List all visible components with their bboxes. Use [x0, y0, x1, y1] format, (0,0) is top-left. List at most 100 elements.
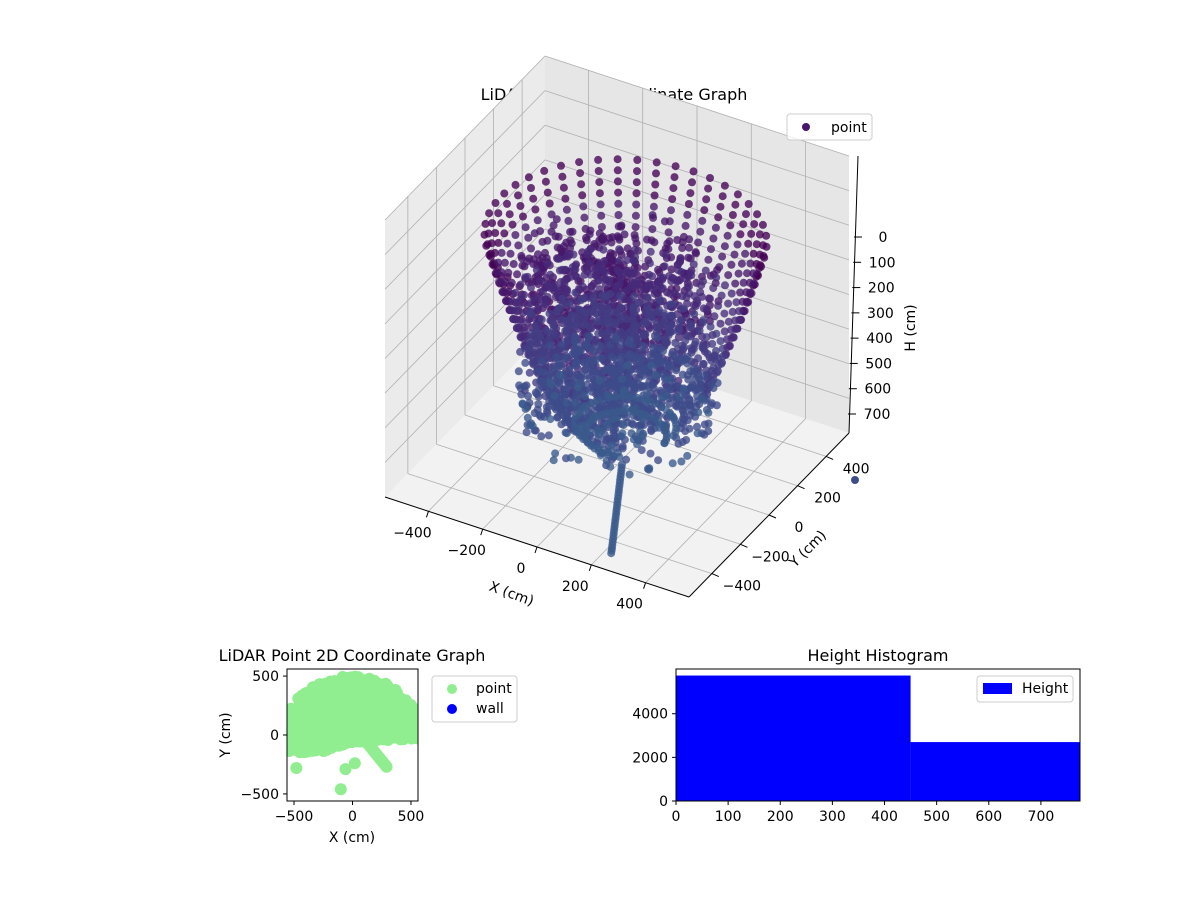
data-point — [618, 444, 627, 453]
data-point — [600, 257, 609, 266]
gridline — [384, 55, 546, 221]
data-point — [752, 260, 761, 268]
data-point — [724, 317, 733, 326]
y-tick-label: 500 — [252, 669, 279, 685]
data-point — [577, 180, 586, 189]
data-point — [500, 189, 509, 198]
data-point — [625, 470, 634, 479]
data-point — [646, 247, 655, 256]
data-point — [651, 371, 660, 380]
data-point — [518, 399, 527, 408]
data-point — [738, 297, 747, 306]
data-point — [618, 460, 626, 469]
data-point — [735, 307, 743, 316]
chart-2d-ylabel: Y (cm) — [218, 712, 234, 758]
data-point — [604, 434, 613, 443]
data-point — [659, 273, 668, 282]
data-point — [603, 309, 612, 318]
data-point — [673, 356, 682, 365]
x-tick — [588, 564, 592, 572]
data-point — [523, 301, 532, 310]
x-tick-label: 400 — [616, 597, 643, 613]
data-point — [702, 333, 711, 342]
x-tick-label: 700 — [1028, 809, 1055, 825]
data-point — [692, 385, 701, 394]
data-point — [709, 370, 718, 379]
data-point — [579, 321, 588, 329]
data-point — [753, 210, 762, 219]
data-point — [643, 389, 651, 398]
data-point — [526, 310, 535, 319]
histogram-bar — [676, 675, 911, 801]
data-point — [615, 280, 624, 288]
data-point — [546, 341, 555, 350]
data-point — [712, 273, 721, 282]
data-point — [322, 715, 335, 727]
data-point — [700, 206, 709, 215]
data-point — [646, 449, 655, 458]
gridline — [544, 90, 850, 192]
data-point — [603, 390, 612, 399]
legend-marker-point-icon — [802, 123, 810, 131]
chart-2d-ticks: −500 0 500 −500 0 500 — [241, 669, 425, 825]
data-point — [642, 319, 651, 328]
data-point — [538, 287, 547, 296]
data-point — [752, 240, 761, 249]
data-point — [633, 167, 641, 176]
data-point — [718, 192, 727, 201]
z-axis-line — [848, 155, 859, 434]
data-point — [603, 304, 612, 313]
data-point — [567, 272, 576, 281]
x-tick — [480, 528, 484, 536]
data-point — [755, 250, 764, 259]
data-point — [618, 429, 627, 438]
data-point — [707, 380, 716, 389]
data-point — [679, 232, 688, 241]
data-point — [650, 191, 659, 200]
data-point — [668, 300, 677, 309]
data-point — [585, 332, 594, 341]
data-point — [663, 239, 672, 248]
data-point — [653, 333, 662, 342]
data-point — [579, 294, 588, 303]
data-point — [582, 339, 591, 348]
data-point — [665, 361, 674, 369]
data-point — [594, 155, 603, 164]
data-point — [699, 359, 708, 368]
x-tick-label: 0 — [517, 561, 526, 577]
z-tick-label: 200 — [868, 281, 895, 297]
data-point — [589, 357, 598, 366]
data-point — [679, 385, 688, 394]
data-point — [733, 240, 742, 249]
data-point — [720, 309, 729, 318]
chart-3d-points — [480, 155, 859, 558]
data-point — [701, 266, 710, 275]
data-point — [712, 329, 721, 338]
data-point — [524, 233, 533, 242]
legend-frame — [976, 675, 1074, 703]
data-point — [731, 200, 740, 209]
data-point — [693, 299, 702, 308]
x-tick-label: −400 — [393, 525, 431, 541]
data-point — [586, 323, 595, 332]
data-point — [717, 291, 726, 300]
data-point — [348, 757, 361, 770]
data-point — [533, 405, 542, 414]
data-point — [377, 733, 390, 746]
data-point — [553, 243, 562, 252]
data-point — [643, 294, 652, 302]
chart-2d: LiDAR Point 2D Coordinate Graph −500 0 500… — [218, 646, 518, 846]
data-point — [576, 169, 585, 178]
data-point — [632, 393, 641, 402]
y-tick-label: 0 — [659, 794, 668, 810]
data-point — [656, 345, 665, 354]
y-tick — [711, 573, 720, 578]
data-point — [484, 229, 493, 238]
data-point — [674, 266, 683, 275]
data-point — [702, 195, 711, 204]
data-point — [291, 711, 304, 724]
z-tick-label: 500 — [865, 356, 892, 372]
data-point — [667, 206, 675, 215]
data-point — [596, 200, 605, 209]
